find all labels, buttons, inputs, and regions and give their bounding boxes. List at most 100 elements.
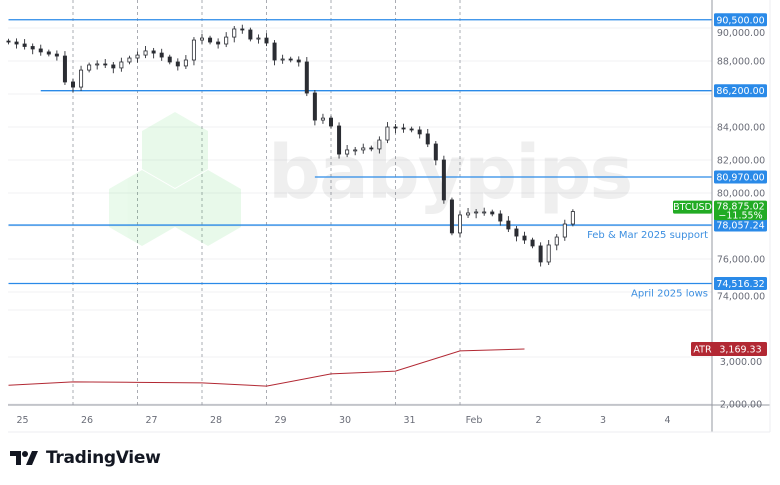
candle-body bbox=[328, 117, 333, 127]
candle-body bbox=[54, 53, 59, 57]
horizontal-levels: Feb & Mar 2025 support April 2025 lows bbox=[8, 19, 712, 299]
time-tick-label: 27 bbox=[145, 415, 157, 426]
time-tick-label: 3 bbox=[600, 415, 606, 426]
candle-body bbox=[256, 37, 261, 40]
candle-body bbox=[296, 59, 301, 63]
price-tick-label: 76,000.00 bbox=[717, 255, 765, 266]
atr-name: ATR bbox=[693, 345, 712, 356]
time-tick-label: 25 bbox=[16, 415, 28, 426]
candle-body bbox=[353, 149, 358, 152]
candle-body bbox=[232, 28, 237, 38]
candle-body bbox=[409, 128, 414, 131]
price-tick-label: 74,000.00 bbox=[717, 291, 765, 302]
candle-body bbox=[46, 51, 51, 55]
candle-body bbox=[159, 52, 164, 58]
candle-body bbox=[304, 61, 309, 94]
candle-body bbox=[22, 43, 27, 47]
candle-body bbox=[433, 143, 438, 161]
level-price-label: 74,516.32 bbox=[716, 279, 764, 290]
candle-body bbox=[135, 54, 140, 59]
level-price-label: 78,057.24 bbox=[716, 221, 764, 232]
last-price-tag bbox=[714, 200, 767, 221]
axes: 90,000.00 88,000.00 84,000.00 82,000.00 80,0… bbox=[8, 0, 771, 433]
time-tick-label: 4 bbox=[664, 415, 670, 426]
atr-tag bbox=[691, 342, 767, 357]
atr-tick-label: 2,000.00 bbox=[720, 400, 762, 411]
atr-pane bbox=[8, 348, 525, 387]
candle-body bbox=[369, 147, 374, 150]
candle-body bbox=[248, 29, 253, 40]
candle-body bbox=[490, 211, 495, 215]
candle-body bbox=[345, 149, 350, 155]
candle-body bbox=[562, 223, 567, 238]
candle-body bbox=[522, 235, 527, 241]
time-tick-label: 30 bbox=[339, 415, 351, 426]
candle-body bbox=[95, 63, 100, 66]
level-price-tag bbox=[714, 170, 767, 184]
candle-body bbox=[208, 37, 213, 43]
candle-body bbox=[474, 211, 479, 214]
candle-body bbox=[312, 92, 317, 121]
time-tick-label: 2 bbox=[535, 415, 541, 426]
candle-body bbox=[393, 126, 398, 129]
level-annotation: Feb & Mar 2025 support bbox=[587, 230, 708, 241]
candle-body bbox=[151, 50, 156, 54]
candle-body bbox=[288, 58, 293, 61]
candle-body bbox=[167, 56, 172, 63]
candle-body bbox=[425, 133, 430, 145]
candle-body bbox=[87, 64, 92, 71]
time-tick-label: 28 bbox=[210, 415, 222, 426]
price-change-label: −11.55% bbox=[718, 211, 762, 222]
candle-body bbox=[538, 245, 543, 263]
candle-body bbox=[119, 61, 124, 69]
atr-tick-label: 3,000.00 bbox=[720, 357, 762, 368]
level-annotation: April 2025 lows bbox=[631, 288, 708, 299]
level-price-label: 86,200.00 bbox=[716, 86, 764, 97]
candle-body bbox=[6, 40, 11, 43]
candle-body bbox=[320, 117, 325, 121]
candle-body bbox=[337, 125, 342, 155]
watermark-text: babypips bbox=[268, 130, 631, 216]
candle-body bbox=[272, 42, 277, 61]
level-price-tag bbox=[714, 13, 767, 27]
tradingview-wordmark: TradingView bbox=[46, 448, 161, 468]
candle-body bbox=[280, 58, 285, 61]
symbol-label: BTCUSD bbox=[673, 202, 712, 213]
price-tick-label: 88,000.00 bbox=[717, 57, 765, 68]
candle-body bbox=[30, 46, 35, 50]
candle-body bbox=[570, 211, 575, 225]
candle-body bbox=[466, 212, 471, 216]
price-tick-label: 82,000.00 bbox=[717, 156, 765, 167]
candle-body bbox=[498, 213, 503, 222]
candle-body bbox=[457, 214, 462, 234]
atr-value: 3,169.33 bbox=[719, 345, 761, 356]
candle-body bbox=[14, 41, 19, 45]
candle-body bbox=[143, 50, 148, 56]
price-tick-label: 84,000.00 bbox=[717, 123, 765, 134]
last-price-label: 78,875.02 bbox=[716, 202, 764, 213]
babypips-logo-icon bbox=[109, 112, 241, 246]
candle-body bbox=[111, 64, 116, 69]
level-price-tag bbox=[714, 218, 767, 232]
symbol-tag bbox=[673, 200, 712, 214]
candle-body bbox=[506, 220, 511, 230]
candle-body bbox=[554, 236, 559, 246]
candle-body bbox=[103, 63, 108, 66]
candle-body bbox=[361, 147, 366, 151]
candle-body bbox=[385, 126, 390, 141]
candle-body bbox=[240, 28, 245, 31]
candle-body bbox=[199, 37, 204, 41]
candle-body bbox=[79, 69, 84, 88]
candle-body bbox=[264, 37, 269, 44]
tradingview-logo[interactable]: TradingView bbox=[10, 448, 161, 468]
grid-lines bbox=[8, 0, 712, 405]
time-tick-label: 26 bbox=[81, 415, 93, 426]
candle-body bbox=[417, 129, 422, 135]
candle-body bbox=[175, 61, 180, 67]
level-price-tag bbox=[714, 84, 767, 98]
level-price-label: 90,500.00 bbox=[716, 15, 764, 26]
candle-body bbox=[216, 41, 221, 45]
price-tick-label: 80,000.00 bbox=[717, 189, 765, 200]
candle-body bbox=[127, 57, 132, 63]
